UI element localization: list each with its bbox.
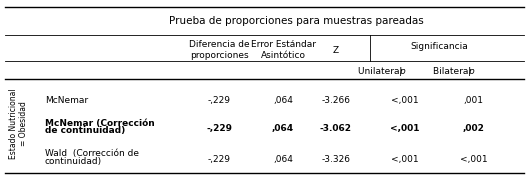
Text: Bilateral: Bilateral (433, 67, 473, 76)
Text: Prueba de proporciones para muestras pareadas: Prueba de proporciones para muestras par… (169, 16, 424, 26)
Text: <,001: <,001 (460, 155, 487, 164)
Text: Diferencia de
proporciones: Diferencia de proporciones (189, 40, 250, 61)
Text: McNemar (Corrección: McNemar (Corrección (45, 119, 154, 127)
Text: Unilateral: Unilateral (358, 67, 405, 76)
Text: Significancia: Significancia (410, 42, 468, 51)
Text: p: p (468, 67, 473, 76)
Text: -3.062: -3.062 (320, 124, 352, 133)
Text: -3.326: -3.326 (322, 155, 350, 164)
Text: continuidad): continuidad) (45, 157, 102, 165)
Text: -,229: -,229 (206, 124, 233, 133)
Text: Error Estándar
Asintótico: Error Estándar Asintótico (251, 40, 315, 61)
Text: de continuidad): de continuidad) (45, 126, 125, 135)
Text: Z: Z (333, 46, 339, 55)
Text: <,001: <,001 (391, 155, 418, 164)
Text: ,064: ,064 (273, 96, 293, 104)
Text: -3.266: -3.266 (322, 96, 350, 104)
Text: ,002: ,002 (462, 124, 485, 133)
Text: ,064: ,064 (272, 124, 294, 133)
Text: ,001: ,001 (463, 96, 484, 104)
Text: Estado Nutricional
= Obesidad: Estado Nutricional = Obesidad (9, 88, 28, 159)
Text: p: p (399, 67, 405, 76)
Text: Wald  (Corrección de: Wald (Corrección de (45, 150, 139, 158)
Text: <,001: <,001 (390, 124, 419, 133)
Text: -,229: -,229 (208, 155, 231, 164)
Text: ,064: ,064 (273, 155, 293, 164)
Text: McNemar: McNemar (45, 96, 88, 104)
Text: <,001: <,001 (391, 96, 418, 104)
Text: -,229: -,229 (208, 96, 231, 104)
